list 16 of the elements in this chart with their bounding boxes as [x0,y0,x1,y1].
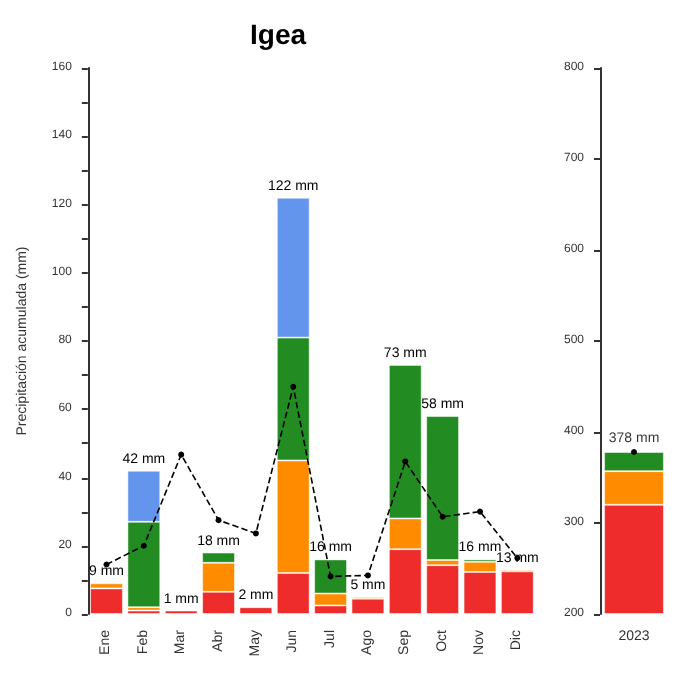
point [439,513,446,520]
bar [351,598,385,614]
chart-title: Igea [249,18,307,50]
bar [426,416,460,561]
point [178,451,185,458]
point [215,517,222,524]
bar [426,565,460,614]
bar [90,588,123,614]
point [327,573,334,580]
bar [500,571,534,614]
point [140,542,147,549]
point [364,572,371,579]
point [476,508,483,515]
point [252,530,259,537]
point [290,383,297,390]
bar [239,607,273,614]
